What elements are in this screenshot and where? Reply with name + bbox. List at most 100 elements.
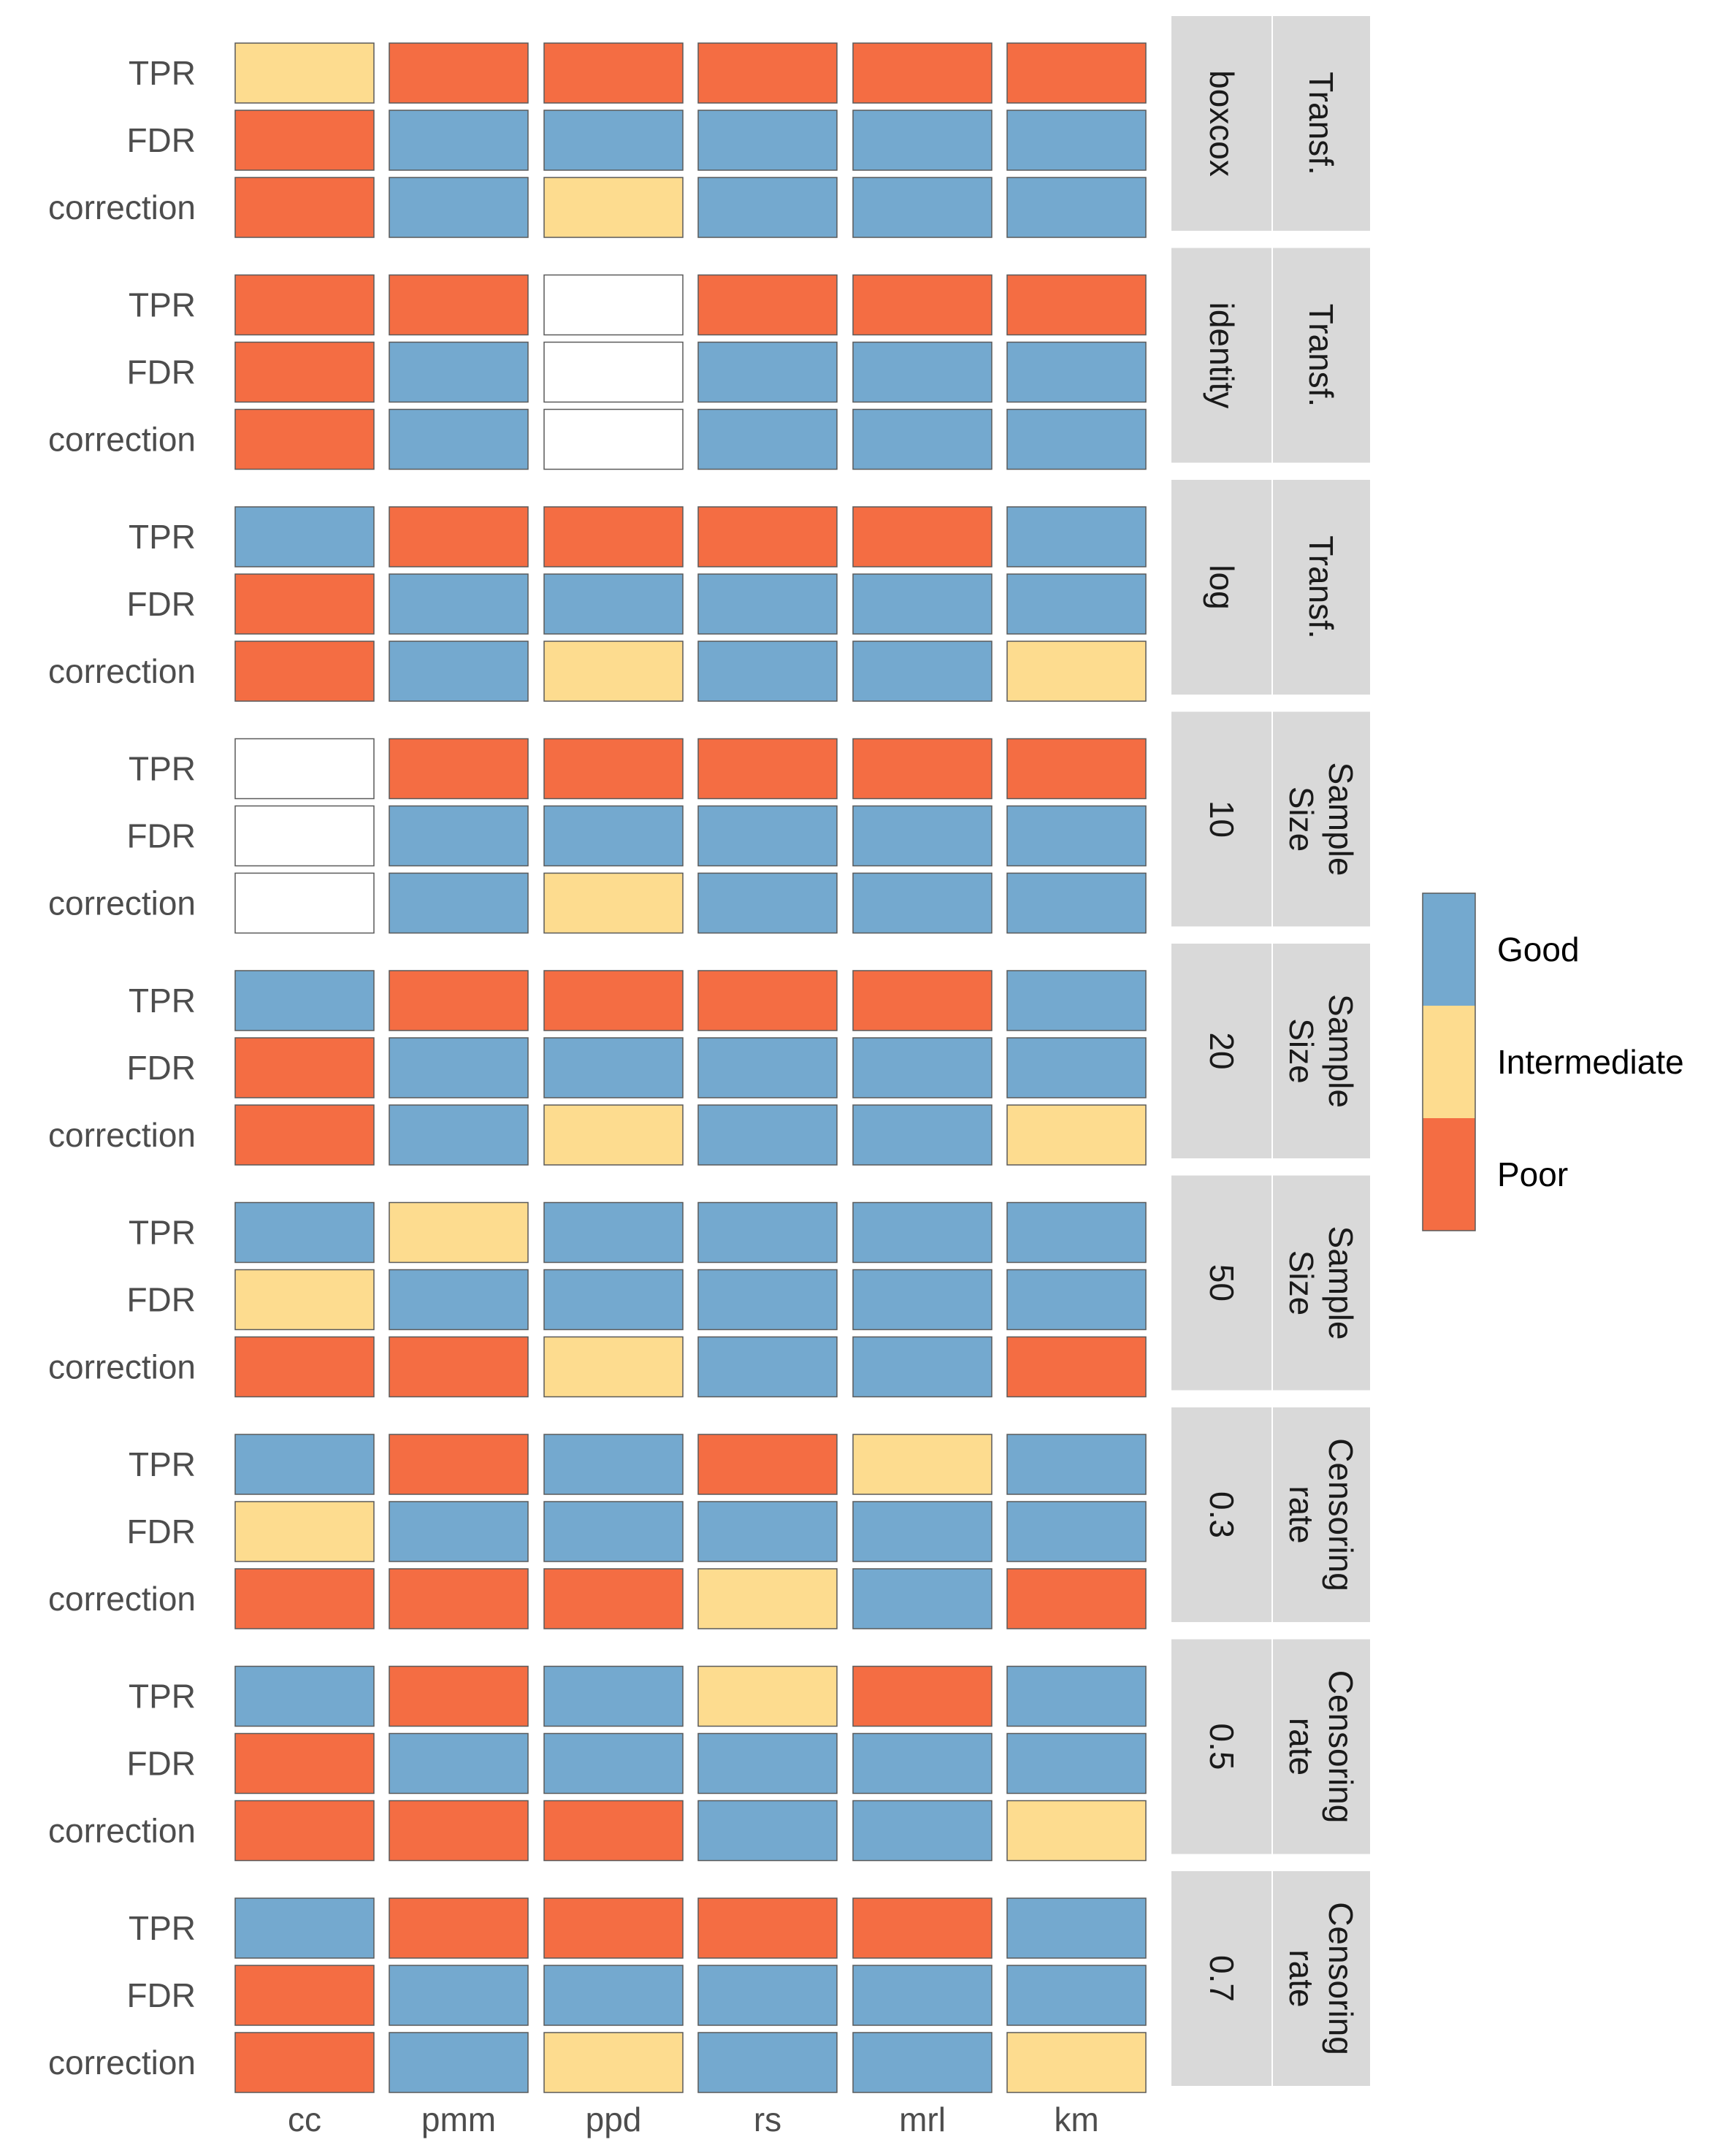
heatmap-cell-correction-km [1006, 1336, 1147, 1398]
y-tick-label-tpr: TPR [129, 518, 196, 556]
heatmap-cell-tpr-cc [234, 1201, 375, 1264]
heatmap-cell-tpr-mrl [852, 970, 992, 1031]
heatmap-cell-tpr-km [1006, 1201, 1147, 1264]
panel-sample-size-20: TPR FDR correction 20 SampleSize [48, 944, 1370, 1166]
y-tick-label-fdr: FDR [126, 1281, 196, 1319]
heatmap-cell-tpr-pmm [389, 42, 529, 104]
heatmap-cell-tpr-cc [234, 1665, 375, 1727]
y-tick-label-correction: correction [48, 884, 196, 922]
x-tick-label-ppd: ppd [586, 2100, 642, 2138]
legend-label-poor: Poor [1497, 1155, 1568, 1193]
heatmap-cell-tpr-km [1006, 970, 1147, 1031]
heatmap-cell-fdr-ppd [543, 1269, 684, 1331]
heatmap-cell-fdr-mrl [852, 341, 992, 403]
heatmap-cell-correction-mrl [852, 1336, 992, 1398]
y-tick-label-correction: correction [48, 1580, 196, 1618]
heatmap-cell-correction-cc [234, 872, 375, 934]
heatmap-cell-tpr-pmm [389, 1201, 529, 1264]
heatmap-cell-tpr-pmm [389, 1897, 529, 1959]
heatmap-cell-tpr-ppd [543, 1201, 684, 1264]
y-tick-label-correction: correction [48, 1812, 196, 1850]
panel-censoring-rate-0-5: TPR FDR correction 0.5 Censoringrate [48, 1639, 1370, 1862]
heatmap-cell-correction-ppd [543, 872, 684, 934]
heatmap-cell-fdr-cc [234, 341, 375, 403]
heatmap-cell-tpr-cc [234, 1434, 375, 1495]
heatmap-cell-tpr-ppd [543, 1434, 684, 1495]
heatmap-cell-tpr-rs [697, 1201, 838, 1264]
heatmap-cell-tpr-ppd [543, 970, 684, 1031]
x-tick-label-cc: cc [288, 2100, 321, 2138]
heatmap-cell-tpr-cc [234, 506, 375, 567]
heatmap-cell-fdr-pmm [389, 573, 529, 635]
facet-strip [1171, 248, 1370, 463]
panel-transf-identity: TPR FDR correction identity Transf. [48, 248, 1370, 470]
y-tick-label-fdr: FDR [126, 121, 196, 159]
legend-key-poor [1423, 1118, 1475, 1231]
facet-strip [1171, 1175, 1370, 1391]
legend-label-intermediate: Intermediate [1497, 1043, 1684, 1081]
heatmap-cell-correction-rs [697, 1336, 838, 1398]
y-tick-label-tpr: TPR [129, 982, 196, 1020]
y-tick-label-tpr: TPR [129, 1909, 196, 1947]
heatmap-cell-tpr-mrl [852, 1201, 992, 1264]
facet-strip [1171, 944, 1370, 1158]
facet-value-label: 0.5 [1203, 1724, 1241, 1770]
heatmap-cell-fdr-ppd [543, 573, 684, 635]
facet-value-label: 50 [1203, 1264, 1241, 1301]
heatmap-cell-tpr-pmm [389, 1434, 529, 1495]
heatmap-cell-correction-mrl [852, 1568, 992, 1629]
heatmap-cell-fdr-km [1006, 341, 1147, 403]
facet-name-label: Transf. [1302, 72, 1340, 175]
heatmap-cell-fdr-cc [234, 1269, 375, 1331]
heatmap-cell-correction-ppd [543, 1568, 684, 1629]
facet-value-label: log [1203, 565, 1241, 609]
heatmap-cell-tpr-km [1006, 274, 1147, 336]
heatmap-cell-correction-km [1006, 641, 1147, 702]
heatmap-cell-fdr-ppd [543, 1501, 684, 1562]
heatmap-cell-fdr-km [1006, 1269, 1147, 1331]
heatmap-cell-fdr-pmm [389, 1732, 529, 1794]
legend-label-good: Good [1497, 930, 1580, 968]
heatmap-cell-fdr-km [1006, 1501, 1147, 1562]
heatmap-cell-tpr-pmm [389, 506, 529, 567]
heatmap-cell-tpr-cc [234, 42, 375, 104]
facet-strip [1171, 711, 1370, 927]
heatmap-cell-correction-km [1006, 177, 1147, 238]
heatmap-cell-correction-cc [234, 641, 375, 702]
heatmap-cell-fdr-rs [697, 1501, 838, 1562]
y-tick-label-correction: correction [48, 421, 196, 459]
heatmap-cell-fdr-rs [697, 805, 838, 867]
heatmap-cell-correction-pmm [389, 408, 529, 470]
heatmap-cell-correction-cc [234, 1568, 375, 1629]
panel-transf-boxcox: TPR FDR correction boxcox Transf. [48, 16, 1370, 238]
legend-key-good [1423, 893, 1475, 1006]
heatmap-cell-correction-mrl [852, 2032, 992, 2093]
heatmap-cell-correction-mrl [852, 872, 992, 934]
heatmap-cell-fdr-mrl [852, 1732, 992, 1794]
heatmap-cell-tpr-mrl [852, 506, 992, 567]
heatmap-cell-tpr-ppd [543, 1897, 684, 1959]
heatmap-cell-tpr-ppd [543, 1665, 684, 1727]
heatmap-cell-fdr-rs [697, 1965, 838, 2026]
y-tick-label-correction: correction [48, 1348, 196, 1386]
facet-strip [1171, 1407, 1370, 1622]
heatmap-cell-correction-pmm [389, 1336, 529, 1398]
y-tick-label-tpr: TPR [129, 1445, 196, 1483]
heatmap-cell-fdr-cc [234, 1965, 375, 2026]
heatmap-cell-tpr-rs [697, 1897, 838, 1959]
heatmap-cell-fdr-cc [234, 1732, 375, 1794]
y-tick-label-tpr: TPR [129, 750, 196, 788]
heatmap-cell-fdr-ppd [543, 1965, 684, 2026]
x-tick-label-mrl: mrl [899, 2100, 946, 2138]
heatmap-cell-correction-ppd [543, 177, 684, 238]
y-tick-label-correction: correction [48, 2044, 196, 2082]
heatmap-cell-correction-rs [697, 177, 838, 238]
heatmap-cell-tpr-mrl [852, 1434, 992, 1495]
legend: Good Intermediate Poor [1422, 892, 1684, 1231]
heatmap-cell-fdr-ppd [543, 805, 684, 867]
heatmap-cell-tpr-km [1006, 738, 1147, 800]
heatmap-cell-tpr-pmm [389, 274, 529, 336]
y-tick-label-fdr: FDR [126, 1745, 196, 1783]
heatmap-cell-correction-rs [697, 408, 838, 470]
